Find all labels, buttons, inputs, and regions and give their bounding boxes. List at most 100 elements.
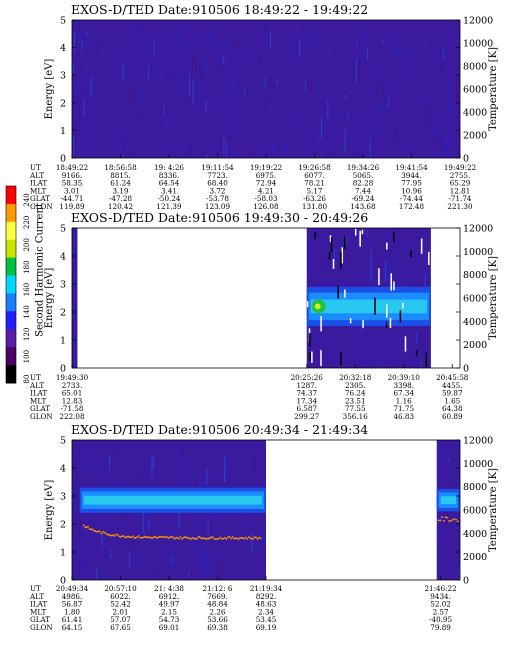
noise-streak — [115, 449, 117, 459]
temperature-point — [194, 537, 197, 540]
colorbar-segment — [6, 365, 16, 384]
noise-streak — [458, 565, 460, 580]
noise-streak — [384, 261, 386, 283]
ephemeris-row-label: UT — [30, 584, 41, 593]
noise-streak — [207, 549, 209, 573]
ephemeris-value: 143.68 — [350, 202, 376, 211]
data-gap-mark — [428, 251, 430, 265]
noise-streak — [208, 31, 210, 39]
noise-streak — [407, 80, 409, 87]
noise-streak — [308, 73, 310, 79]
noise-streak — [422, 334, 424, 348]
noise-streak — [232, 63, 234, 86]
noise-streak — [359, 62, 361, 87]
ephemeris-value: 48.84 — [207, 600, 228, 609]
ephemeris-value: 1.65 — [444, 396, 460, 405]
colorbar-tick-label: 180 — [23, 260, 31, 273]
ephemeris-value: -74.44 — [400, 194, 423, 203]
panel-title: EXOS-D/TED Date:910506 18:49:22 - 19:49:… — [71, 2, 368, 17]
noise-streak — [439, 130, 441, 144]
noise-streak — [112, 114, 114, 123]
noise-streak — [135, 20, 137, 38]
y-tick-label: 4 — [60, 252, 66, 263]
temperature-point — [149, 536, 152, 539]
temperature-point — [191, 537, 194, 539]
noise-streak — [378, 118, 380, 142]
noise-streak — [206, 467, 208, 486]
noise-streak — [251, 531, 253, 553]
temperature-point — [84, 526, 87, 529]
ephemeris-value: 20:32:18 — [339, 373, 372, 382]
ephemeris-row-label: MLT — [30, 396, 47, 405]
noise-streak — [72, 82, 74, 103]
y-tick-label: 5 — [60, 224, 66, 235]
temperature-point — [161, 536, 164, 538]
ephemeris-value: 23.51 — [345, 396, 366, 405]
noise-streak — [178, 512, 180, 529]
data-gap-mark — [354, 228, 357, 236]
noise-streak — [420, 362, 422, 368]
band-peak — [314, 303, 321, 310]
ephemeris-value: 121.39 — [156, 202, 182, 211]
data-gap-mark — [399, 310, 402, 323]
noise-streak — [98, 45, 100, 57]
noise-streak — [76, 461, 78, 479]
temperature-point — [155, 536, 158, 539]
temperature-point — [235, 537, 238, 540]
y2-axis-label: Temperature [K] — [488, 256, 499, 340]
temperature-point — [136, 536, 139, 538]
temperature-point — [218, 537, 220, 540]
noise-streak — [451, 105, 453, 116]
noise-streak — [304, 80, 306, 93]
noise-streak — [80, 152, 82, 158]
noise-streak — [122, 571, 124, 580]
temperature-point — [451, 518, 454, 521]
data-gap-mark — [374, 297, 376, 315]
noise-streak — [75, 231, 77, 250]
y2-tick-label: 6000 — [463, 506, 487, 517]
ephemeris-value: 65.01 — [62, 389, 83, 398]
temperature-point — [97, 530, 100, 532]
y2-tick-label: 0 — [463, 576, 469, 587]
noise-streak — [148, 65, 150, 82]
noise-streak — [276, 78, 278, 85]
data-gap-mark — [314, 231, 316, 240]
temperature-point — [448, 520, 451, 522]
noise-streak — [107, 550, 109, 556]
noise-streak — [138, 542, 140, 569]
noise-streak — [312, 33, 314, 40]
temperature-point — [195, 538, 198, 540]
noise-streak — [377, 156, 379, 158]
noise-streak — [260, 54, 262, 68]
temperature-point — [110, 534, 113, 537]
noise-streak — [301, 20, 303, 30]
temperature-point — [166, 536, 168, 539]
ephemeris-value: 9166. — [62, 171, 83, 180]
ephemeris-value: 56.87 — [62, 600, 83, 609]
noise-streak — [174, 547, 176, 568]
data-gap-mark — [337, 285, 339, 299]
temperature-point — [113, 534, 116, 537]
y-tick-label: 4 — [60, 464, 66, 475]
noise-streak — [329, 146, 331, 153]
noise-streak — [75, 77, 77, 94]
temperature-point — [212, 536, 214, 539]
temperature-point — [246, 537, 249, 540]
temperature-point — [453, 517, 456, 520]
noise-streak — [174, 27, 176, 50]
noise-streak — [161, 106, 163, 131]
noise-streak — [188, 73, 190, 98]
noise-streak — [399, 40, 401, 55]
colorbar-frame — [5, 185, 17, 384]
noise-streak — [368, 68, 370, 79]
noise-streak — [307, 323, 309, 334]
temperature-point — [105, 532, 107, 535]
noise-streak — [366, 328, 368, 351]
temperature-point — [116, 534, 119, 536]
panel-2 — [71, 227, 461, 369]
noise-streak — [167, 71, 169, 81]
y2-axis-label: Temperature [K] — [488, 468, 499, 552]
temperature-point — [87, 526, 90, 528]
temperature-point — [154, 535, 156, 538]
temperature-point — [255, 536, 258, 539]
